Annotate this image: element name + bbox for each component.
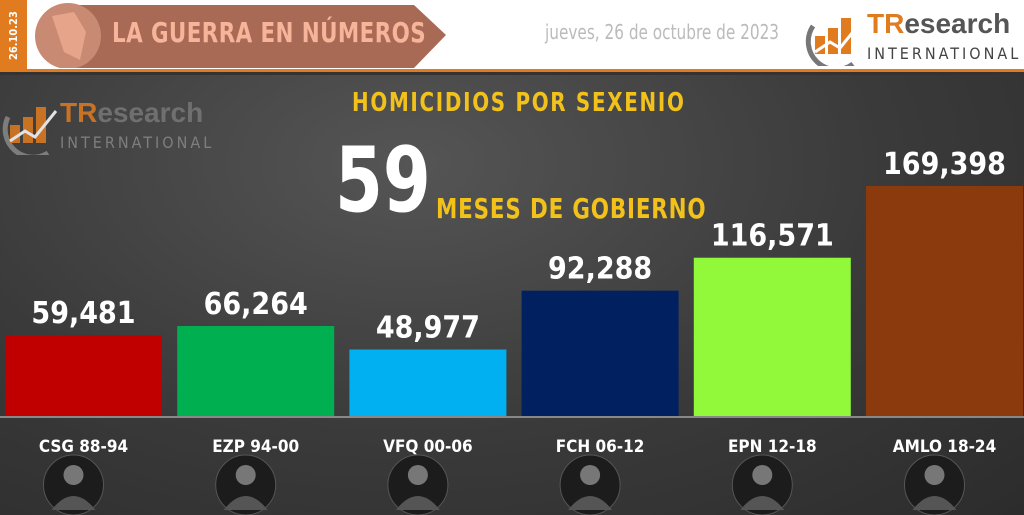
category-label: AMLO 18-24 [893, 437, 996, 457]
bar [5, 335, 162, 416]
person-body-icon [223, 496, 268, 510]
category-label: EPN 12-18 [728, 437, 817, 457]
banner-title: LA GUERRA EN NÚMEROS [112, 16, 427, 49]
logo-tr: TR [867, 8, 905, 39]
chart-title: HOMICIDIOS POR SEXENIO [352, 88, 686, 118]
person-body-icon [740, 496, 785, 510]
logo-research: esearch [904, 8, 1011, 39]
logo-international: INTERNATIONAL [867, 44, 1022, 63]
bar [521, 290, 679, 416]
bar [866, 186, 1023, 416]
person-icon [580, 465, 601, 485]
person-body-icon [912, 496, 957, 510]
bar [349, 349, 507, 416]
chart-area [0, 75, 1024, 515]
data-label: 48,977 [376, 311, 480, 346]
bar [177, 326, 335, 416]
person-icon [407, 465, 428, 485]
person-icon [235, 465, 256, 485]
person-body-icon [568, 496, 613, 510]
person-icon [924, 465, 945, 485]
banner [35, 3, 446, 68]
category-label: EZP 94-00 [212, 437, 299, 457]
date-text: jueves, 26 de octubre de 2023 [545, 20, 780, 44]
logo-watermark: TResearch INTERNATIONAL [2, 95, 217, 155]
header-bar: 26.10.23 LA GUERRA EN NÚMEROS jueves, 26… [0, 0, 1024, 72]
category-label: FCH 06-12 [556, 437, 645, 457]
logo-tr: TR [60, 97, 98, 128]
logo-international: INTERNATIONAL [60, 133, 215, 152]
category-label: CSG 88-94 [39, 437, 128, 457]
category-label: VFQ 00-06 [383, 437, 473, 457]
logo-chart-icon [2, 107, 58, 155]
person-icon [752, 465, 773, 485]
months-number: 59 [335, 128, 431, 233]
months-label: MESES DE GOBIERNO [436, 192, 707, 225]
data-label: 66,264 [204, 287, 308, 322]
person-icon [63, 465, 84, 485]
logo-top: TResearch INTERNATIONAL [805, 6, 1020, 66]
data-label: 169,398 [883, 147, 1006, 182]
person-body-icon [395, 496, 440, 510]
data-label: 92,288 [548, 252, 652, 287]
person-body-icon [51, 496, 96, 510]
data-label: 116,571 [711, 219, 834, 254]
data-label: 59,481 [31, 296, 135, 331]
logo-research: esearch [97, 97, 204, 128]
bar [693, 257, 851, 416]
logo-chart-icon [805, 18, 863, 66]
